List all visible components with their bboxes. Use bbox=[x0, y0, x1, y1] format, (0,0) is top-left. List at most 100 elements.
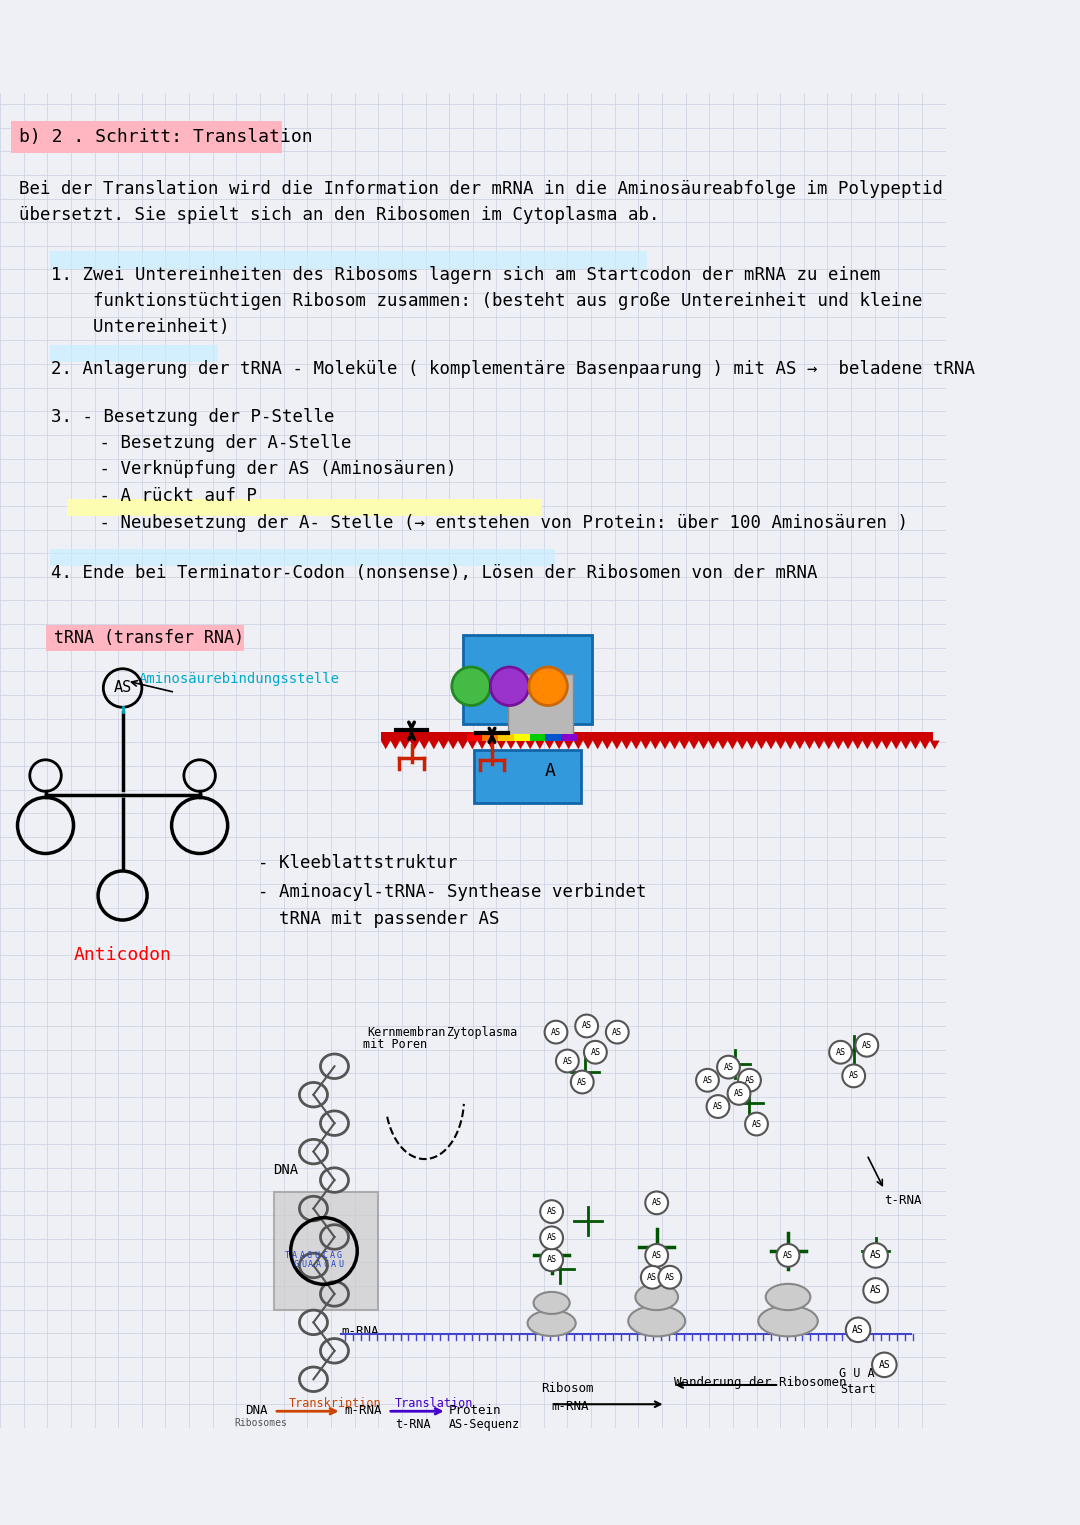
Circle shape bbox=[659, 1266, 681, 1289]
Text: AS: AS bbox=[836, 1048, 846, 1057]
Ellipse shape bbox=[629, 1305, 685, 1336]
Text: AS: AS bbox=[869, 1286, 881, 1295]
Text: AS: AS bbox=[647, 1273, 658, 1283]
Text: - A rückt auf P: - A rückt auf P bbox=[68, 486, 257, 505]
Text: C: C bbox=[322, 1250, 327, 1260]
Polygon shape bbox=[910, 741, 920, 749]
Text: übersetzt. Sie spielt sich an den Ribosomen im Cytoplasma ab.: übersetzt. Sie spielt sich an den Riboso… bbox=[19, 206, 660, 224]
Text: AS: AS bbox=[752, 1119, 761, 1128]
Polygon shape bbox=[660, 741, 670, 749]
Text: AS: AS bbox=[546, 1208, 556, 1215]
Polygon shape bbox=[525, 741, 535, 749]
Polygon shape bbox=[718, 741, 728, 749]
Text: AS: AS bbox=[651, 1250, 662, 1260]
Polygon shape bbox=[535, 741, 544, 749]
Ellipse shape bbox=[527, 1310, 576, 1336]
Text: AS: AS bbox=[651, 1199, 662, 1208]
Bar bbox=[381, 732, 932, 741]
Polygon shape bbox=[487, 741, 497, 749]
Ellipse shape bbox=[758, 1305, 818, 1336]
Text: 1. Zwei Untereinheiten des Ribosoms lagern sich am Startcodon der mRNA zu einem: 1. Zwei Untereinheiten des Ribosoms lage… bbox=[51, 265, 880, 284]
Polygon shape bbox=[805, 741, 814, 749]
Circle shape bbox=[777, 1244, 799, 1267]
Polygon shape bbox=[554, 741, 564, 749]
Circle shape bbox=[738, 1069, 761, 1092]
Circle shape bbox=[646, 1244, 669, 1267]
Text: Translation: Translation bbox=[395, 1397, 473, 1411]
Polygon shape bbox=[756, 741, 766, 749]
Ellipse shape bbox=[766, 1284, 810, 1310]
Polygon shape bbox=[419, 741, 429, 749]
Polygon shape bbox=[632, 741, 640, 749]
Text: AS: AS bbox=[878, 1360, 890, 1369]
Text: DNA: DNA bbox=[245, 1405, 268, 1417]
Polygon shape bbox=[612, 741, 622, 749]
Text: AS-Sequenz: AS-Sequenz bbox=[449, 1418, 521, 1432]
Text: C: C bbox=[323, 1260, 328, 1269]
Bar bbox=[562, 734, 577, 741]
Text: AS: AS bbox=[783, 1250, 793, 1260]
Circle shape bbox=[529, 666, 567, 706]
Text: G: G bbox=[294, 1260, 298, 1269]
Circle shape bbox=[556, 1049, 579, 1072]
Bar bbox=[529, 734, 545, 741]
Polygon shape bbox=[622, 741, 632, 749]
Text: G: G bbox=[337, 1250, 341, 1260]
Text: Bei der Translation wird die Information der mRNA in die Aminosäureabfolge im Po: Bei der Translation wird die Information… bbox=[19, 180, 943, 198]
Text: U: U bbox=[338, 1260, 343, 1269]
Text: tRNA mit passender AS: tRNA mit passender AS bbox=[258, 909, 500, 927]
Text: A: A bbox=[329, 1250, 335, 1260]
Circle shape bbox=[863, 1278, 888, 1302]
FancyBboxPatch shape bbox=[508, 674, 572, 737]
Text: 2. Anlagerung der tRNA - Moleküle ( komplementäre Basenpaarung ) mit AS →  belad: 2. Anlagerung der tRNA - Moleküle ( komp… bbox=[51, 360, 975, 378]
Polygon shape bbox=[738, 741, 747, 749]
Text: m-RNA: m-RNA bbox=[341, 1325, 379, 1339]
Polygon shape bbox=[843, 741, 853, 749]
Polygon shape bbox=[881, 741, 891, 749]
Text: Zytoplasma: Zytoplasma bbox=[446, 1026, 517, 1039]
Circle shape bbox=[728, 1083, 751, 1104]
Text: AS: AS bbox=[849, 1072, 859, 1080]
Text: AS: AS bbox=[702, 1075, 713, 1084]
Polygon shape bbox=[409, 741, 419, 749]
Text: - Kleeblattstruktur: - Kleeblattstruktur bbox=[258, 854, 458, 872]
Text: Untereinheit): Untereinheit) bbox=[51, 319, 229, 337]
Polygon shape bbox=[699, 741, 708, 749]
Text: AS: AS bbox=[591, 1048, 600, 1057]
Circle shape bbox=[855, 1034, 878, 1057]
Polygon shape bbox=[708, 741, 718, 749]
Polygon shape bbox=[670, 741, 679, 749]
FancyBboxPatch shape bbox=[50, 252, 647, 268]
Text: AS: AS bbox=[734, 1089, 744, 1098]
Text: 3. - Besetzung der P-Stelle: 3. - Besetzung der P-Stelle bbox=[51, 407, 335, 425]
Text: - Neubesetzung der A- Stelle (→ entstehen von Protein: über 100 Aminosäuren ): - Neubesetzung der A- Stelle (→ entstehe… bbox=[68, 514, 908, 532]
Text: funktionstüchtigen Ribosom zusammen: (besteht aus große Untereinheit und kleine: funktionstüchtigen Ribosom zusammen: (be… bbox=[51, 293, 922, 310]
Polygon shape bbox=[728, 741, 738, 749]
Circle shape bbox=[640, 1266, 664, 1289]
Polygon shape bbox=[650, 741, 660, 749]
Circle shape bbox=[540, 1200, 563, 1223]
Polygon shape bbox=[497, 741, 507, 749]
Polygon shape bbox=[891, 741, 901, 749]
Polygon shape bbox=[747, 741, 756, 749]
Text: - Aminoacyl-tRNA- Synthease verbindet: - Aminoacyl-tRNA- Synthease verbindet bbox=[258, 883, 647, 901]
Polygon shape bbox=[593, 741, 603, 749]
Text: - Besetzung der A-Stelle: - Besetzung der A-Stelle bbox=[68, 435, 352, 451]
Polygon shape bbox=[920, 741, 930, 749]
Circle shape bbox=[584, 1042, 607, 1063]
Circle shape bbox=[846, 1318, 870, 1342]
Text: AS: AS bbox=[113, 680, 132, 695]
Polygon shape bbox=[429, 741, 438, 749]
Polygon shape bbox=[775, 741, 785, 749]
Polygon shape bbox=[834, 741, 843, 749]
Bar bbox=[514, 734, 529, 741]
Polygon shape bbox=[401, 741, 409, 749]
Text: AS: AS bbox=[546, 1255, 556, 1264]
Text: AS: AS bbox=[862, 1040, 872, 1049]
Polygon shape bbox=[824, 741, 834, 749]
Polygon shape bbox=[872, 741, 881, 749]
Text: 4. Ende bei Terminator-Codon (nonsense), Lösen der Ribosomen von der mRNA: 4. Ende bei Terminator-Codon (nonsense),… bbox=[51, 564, 818, 581]
Text: G: G bbox=[307, 1250, 312, 1260]
FancyBboxPatch shape bbox=[274, 1193, 378, 1310]
Polygon shape bbox=[930, 741, 940, 749]
